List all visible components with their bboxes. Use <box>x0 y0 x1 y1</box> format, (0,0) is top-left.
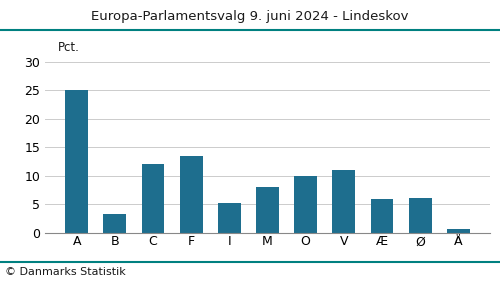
Bar <box>256 187 279 233</box>
Bar <box>142 164 165 233</box>
Bar <box>104 214 126 233</box>
Bar <box>65 91 88 233</box>
Bar <box>370 199 394 233</box>
Bar <box>218 203 241 233</box>
Bar <box>447 229 470 233</box>
Text: Pct.: Pct. <box>58 41 80 54</box>
Bar <box>294 176 317 233</box>
Bar <box>180 156 203 233</box>
Bar <box>332 169 355 233</box>
Bar <box>408 198 432 233</box>
Text: © Danmarks Statistik: © Danmarks Statistik <box>5 267 126 277</box>
Text: Europa-Parlamentsvalg 9. juni 2024 - Lindeskov: Europa-Parlamentsvalg 9. juni 2024 - Lin… <box>91 10 409 23</box>
